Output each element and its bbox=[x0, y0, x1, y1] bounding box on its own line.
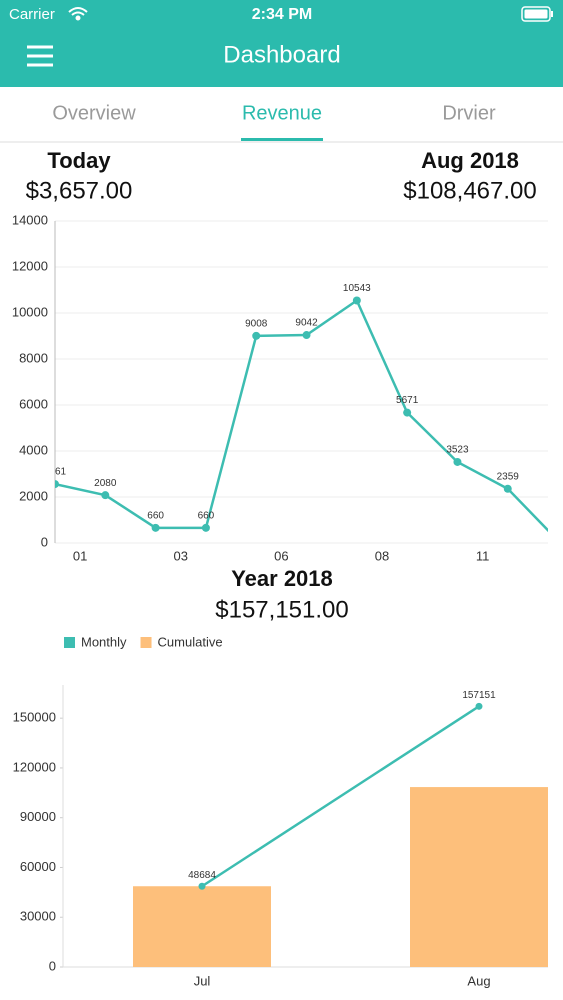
series-line bbox=[201, 705, 480, 888]
x-tick-label: 08 bbox=[375, 548, 389, 563]
data-label: 2080 bbox=[94, 478, 117, 489]
data-point bbox=[503, 484, 512, 493]
y-tick-label: 90000 bbox=[20, 809, 56, 824]
bar bbox=[133, 886, 271, 967]
tab[interactable]: Revenue bbox=[242, 102, 322, 124]
data-label: 10543 bbox=[343, 283, 371, 294]
clock: 2:34 PM bbox=[252, 6, 312, 23]
data-point bbox=[201, 523, 210, 532]
menu-button[interactable] bbox=[27, 45, 53, 67]
y-tick-label: 120000 bbox=[13, 759, 56, 774]
month-value: $108,467.00 bbox=[403, 177, 536, 204]
x-tick-label: 01 bbox=[73, 548, 87, 563]
year-value: $157,151.00 bbox=[215, 596, 348, 623]
data-label: 3523 bbox=[446, 445, 469, 456]
y-tick-label: 0 bbox=[49, 958, 56, 973]
x-tick-label: Jul bbox=[194, 973, 211, 988]
data-point bbox=[475, 702, 483, 710]
data-point bbox=[352, 296, 361, 305]
data-point bbox=[453, 457, 462, 466]
data-point bbox=[101, 491, 110, 500]
bar bbox=[410, 787, 548, 967]
legend-label: Cumulative bbox=[158, 634, 223, 649]
data-point bbox=[302, 331, 311, 340]
data-label: 660 bbox=[198, 510, 215, 521]
x-tick-label: 03 bbox=[174, 548, 188, 563]
data-label: 9008 bbox=[245, 318, 268, 329]
data-label: 2359 bbox=[497, 471, 520, 482]
combo-chart: Monthly Cumulative 0 30000 60000 90000 120000 1… bbox=[13, 634, 548, 988]
plot-area: 48684 157151 bbox=[133, 690, 548, 967]
today-value: $3,657.00 bbox=[26, 177, 133, 204]
legend-swatch bbox=[64, 637, 75, 648]
x-tick-label: 11 bbox=[476, 548, 490, 563]
data-label: 157151 bbox=[462, 690, 496, 701]
tab[interactable]: Overview bbox=[52, 102, 136, 124]
y-tick-label: 30000 bbox=[20, 909, 56, 924]
y-tick-label: 2000 bbox=[19, 488, 48, 503]
data-point bbox=[403, 408, 412, 417]
plot-area: 2561 2080 660 660 9008 9042 10543 5671 3523 2359 bbox=[44, 283, 562, 545]
data-label: 660 bbox=[147, 510, 164, 521]
battery-icon bbox=[521, 6, 553, 22]
header-bar bbox=[0, 0, 563, 87]
data-label: 2561 bbox=[44, 467, 67, 478]
x-tick-label: 06 bbox=[274, 548, 288, 563]
y-tick-label: 12000 bbox=[12, 258, 48, 273]
y-tick-label: 8000 bbox=[19, 350, 48, 365]
x-tick-label: Aug bbox=[467, 973, 490, 988]
tab[interactable]: Drvier bbox=[442, 102, 496, 124]
y-tick-label: 0 bbox=[41, 534, 48, 549]
legend-swatch bbox=[140, 637, 152, 648]
data-point bbox=[252, 331, 261, 340]
y-tick-label: 4000 bbox=[19, 442, 48, 457]
line-chart: 0 2000 4000 6000 8000 10000 12000 14000 01 03 06 08… bbox=[12, 212, 562, 563]
today-label: Today bbox=[47, 148, 111, 173]
wifi-icon bbox=[68, 7, 88, 21]
data-label: 5671 bbox=[396, 395, 419, 406]
y-tick-label: 60000 bbox=[20, 859, 56, 874]
y-tick-label: 14000 bbox=[12, 212, 48, 227]
y-tick-label: 6000 bbox=[19, 396, 48, 411]
data-point bbox=[554, 537, 562, 545]
data-label: 9042 bbox=[295, 318, 318, 329]
year-label: Year 2018 bbox=[231, 566, 333, 591]
data-label: 48684 bbox=[188, 870, 216, 881]
header-title: Dashboard bbox=[223, 41, 340, 68]
data-point bbox=[55, 480, 59, 489]
legend-label: Monthly bbox=[81, 634, 127, 649]
y-tick-label: 10000 bbox=[12, 304, 48, 319]
data-point bbox=[198, 882, 206, 890]
tab-indicator bbox=[241, 138, 323, 141]
y-tick-label: 150000 bbox=[13, 710, 56, 725]
carrier: Carrier bbox=[9, 6, 55, 23]
month-label: Aug 2018 bbox=[421, 148, 519, 173]
data-point bbox=[151, 523, 160, 532]
